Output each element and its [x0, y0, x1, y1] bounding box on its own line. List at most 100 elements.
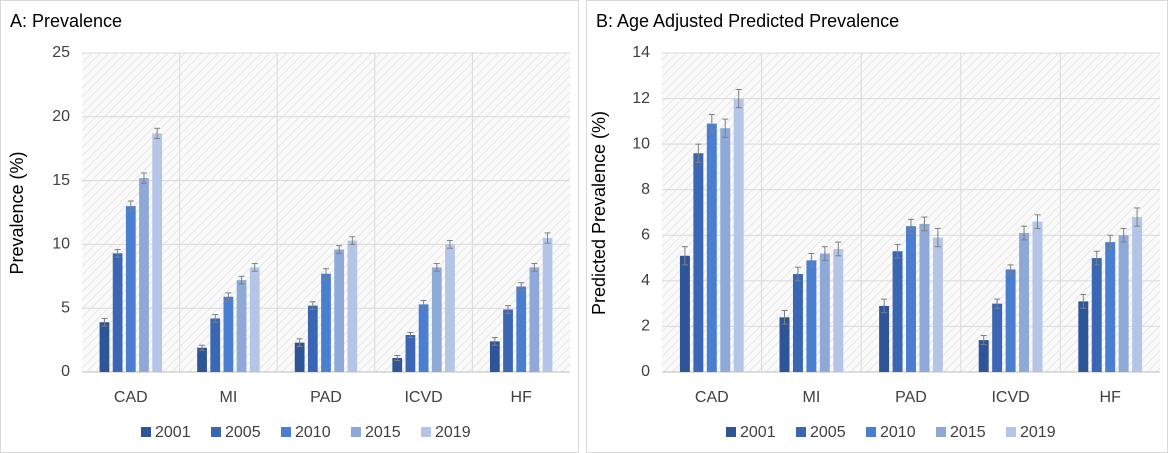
y-tick-label: 25 — [52, 44, 70, 61]
bar — [792, 274, 803, 372]
error-bar — [407, 331, 414, 339]
bar — [1005, 269, 1016, 372]
legend-swatch — [1006, 427, 1016, 437]
bar — [392, 357, 403, 372]
error-bar — [1034, 214, 1041, 229]
bar — [992, 303, 1003, 372]
error-bar — [735, 88, 742, 109]
bar — [445, 244, 455, 372]
y-tick-label: 14 — [632, 44, 650, 61]
y-tick-label: 5 — [61, 299, 70, 316]
x-tick-label: CAD — [695, 389, 729, 406]
bar — [249, 267, 260, 372]
x-tick-label: MI — [220, 389, 238, 406]
bar — [1118, 235, 1129, 372]
bar — [99, 322, 110, 372]
error-bar — [127, 200, 134, 212]
error-bar — [1107, 234, 1114, 250]
error-bar — [225, 292, 232, 302]
bar — [1105, 242, 1116, 372]
y-tick-label: 20 — [52, 108, 70, 125]
y-tick-label: 0 — [61, 363, 70, 380]
bar — [819, 253, 830, 372]
legend-swatch — [726, 427, 736, 437]
error-bar — [199, 344, 206, 351]
bar — [307, 305, 318, 372]
bar — [197, 347, 207, 372]
error-bar — [894, 243, 901, 259]
y-tick-label: 15 — [52, 172, 70, 189]
x-tick-label: PAD — [310, 389, 342, 406]
error-bar — [531, 263, 538, 272]
bar — [503, 309, 513, 372]
error-bar — [518, 282, 525, 291]
error-bar — [544, 232, 551, 244]
bar — [733, 98, 744, 373]
bar — [112, 253, 123, 372]
bar — [1091, 258, 1102, 372]
title: A: Prevalence — [10, 11, 122, 31]
bar — [978, 340, 989, 372]
legend-label: 2001 — [740, 424, 776, 441]
error-bar — [101, 317, 108, 327]
error-bar — [420, 300, 427, 309]
bar — [693, 153, 704, 372]
error-bar — [1080, 294, 1087, 309]
bar — [833, 248, 844, 372]
bar — [236, 280, 247, 372]
bar — [223, 296, 234, 372]
bar — [529, 267, 540, 372]
y-tick-label: 8 — [641, 181, 650, 198]
bar — [892, 251, 903, 372]
bar — [779, 317, 790, 372]
bar — [919, 223, 930, 372]
y-axis-label: Prevalence (%) — [7, 151, 27, 274]
error-bar — [296, 338, 303, 347]
error-bar — [794, 266, 801, 282]
y-tick-label: 0 — [641, 363, 650, 380]
error-bar — [835, 241, 842, 257]
error-bar — [921, 216, 928, 232]
error-bar — [908, 218, 914, 234]
y-tick-label: 6 — [641, 227, 650, 244]
error-bar — [446, 240, 453, 249]
error-bar — [722, 118, 729, 138]
error-bar — [238, 275, 245, 285]
error-bar — [154, 127, 161, 139]
error-bar — [323, 268, 329, 280]
error-bar — [1093, 250, 1100, 266]
error-bar — [821, 246, 828, 261]
error-bar — [140, 172, 147, 184]
error-bar — [433, 263, 440, 272]
error-bar — [309, 301, 316, 310]
bar — [210, 318, 221, 372]
bar — [1078, 301, 1089, 372]
y-tick-label: 2 — [641, 318, 650, 335]
y-tick-label: 12 — [632, 90, 650, 107]
x-tick-label: PAD — [895, 389, 927, 406]
bar — [879, 305, 890, 372]
error-bar — [980, 335, 987, 346]
y-axis-label: Predicted Prevalence (%) — [589, 111, 609, 315]
error-bar — [212, 314, 219, 323]
x-tick-label: ICVD — [404, 389, 442, 406]
x-tick-label: HF — [511, 389, 533, 406]
bar — [679, 255, 690, 372]
legend-swatch — [141, 427, 151, 437]
bar — [542, 238, 553, 372]
title: B: Age Adjusted Predicted Prevalence — [596, 11, 899, 31]
bar — [906, 226, 916, 372]
bar — [1019, 233, 1030, 372]
legend-swatch — [936, 427, 946, 437]
bar — [720, 128, 731, 372]
bar — [334, 249, 345, 372]
bar — [431, 267, 442, 372]
legend-swatch — [351, 427, 361, 437]
bar — [152, 133, 163, 372]
x-tick-label: MI — [803, 389, 821, 406]
bar — [321, 273, 331, 372]
error-bar — [1120, 227, 1127, 243]
error-bar — [336, 245, 343, 254]
error-bar — [695, 143, 702, 163]
